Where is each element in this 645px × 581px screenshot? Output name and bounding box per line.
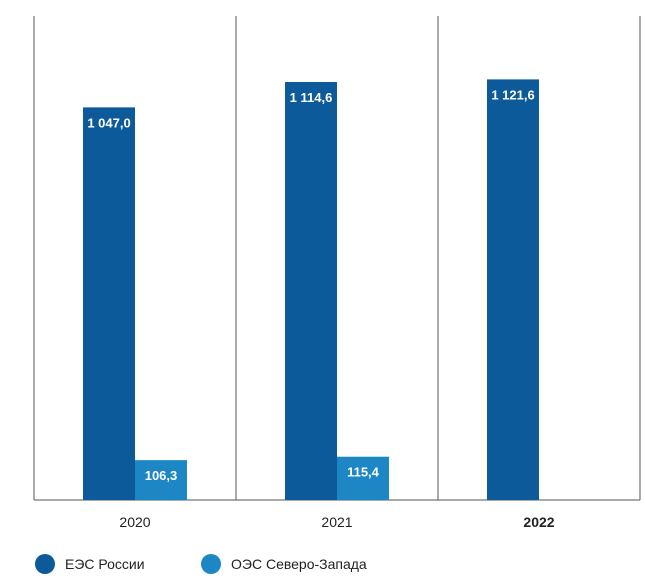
bar-value-label: 1 114,6: [290, 90, 333, 105]
bar-ees-russia: [487, 79, 539, 501]
x-tick-label: 2021: [321, 514, 352, 530]
bar-ees-russia: [285, 82, 337, 501]
bar-value-label: 106,3: [145, 468, 178, 483]
bar-value-label: 1 047,0: [87, 115, 130, 130]
legend-marker: [35, 554, 55, 574]
bar-value-label: 115,4: [347, 465, 380, 480]
bar-oes-northwest: [135, 460, 187, 500]
x-tick-label: 2020: [119, 514, 150, 530]
legend-marker: [201, 554, 221, 574]
legend-label: ОЭС Северо-Запада: [231, 556, 367, 572]
bar-value-label: 1 121,6: [491, 87, 534, 102]
legend-label: ЕЭС России: [65, 556, 145, 572]
bar-ees-russia: [83, 107, 135, 500]
x-tick-label: 2022: [523, 514, 554, 530]
bar-oes-northwest: [337, 456, 389, 500]
